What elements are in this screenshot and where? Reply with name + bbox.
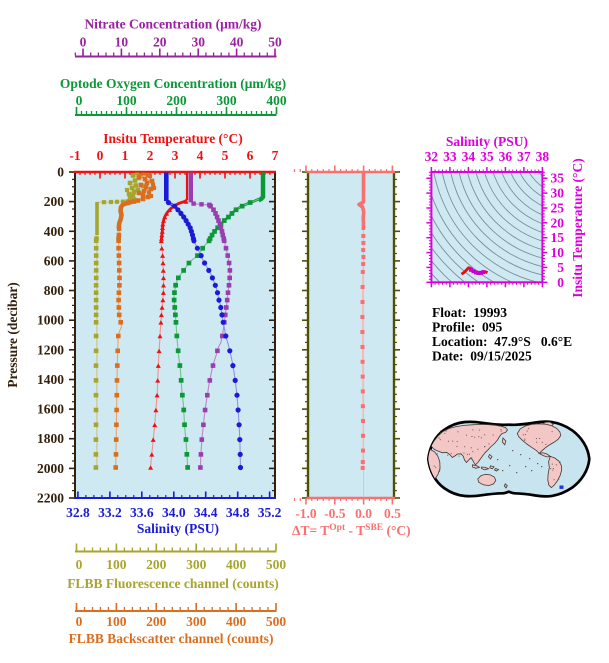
svg-text:32: 32 bbox=[425, 149, 439, 164]
svg-text:2200: 2200 bbox=[37, 491, 64, 506]
svg-text:Optode Oxygen Concentration (μ: Optode Oxygen Concentration (μm/kg) bbox=[60, 76, 286, 91]
svg-text:10: 10 bbox=[115, 35, 129, 50]
svg-text:Float: 19993: Float: 19993 bbox=[432, 305, 507, 320]
svg-text:-1: -1 bbox=[69, 148, 80, 163]
svg-text:Profile: 095: Profile: 095 bbox=[432, 320, 502, 335]
svg-text:34.4: 34.4 bbox=[194, 505, 218, 520]
svg-text:200: 200 bbox=[146, 614, 167, 629]
svg-text:0: 0 bbox=[76, 557, 83, 572]
svg-text:35: 35 bbox=[480, 149, 494, 164]
svg-text:2: 2 bbox=[147, 148, 154, 163]
svg-text:FLBB Fluorescence channel (cou: FLBB Fluorescence channel (counts) bbox=[67, 576, 279, 591]
svg-text:33.6: 33.6 bbox=[130, 505, 154, 520]
svg-text:0.0: 0.0 bbox=[355, 506, 372, 521]
svg-text:36: 36 bbox=[499, 149, 513, 164]
svg-text:35.2: 35.2 bbox=[258, 505, 282, 520]
svg-text:100: 100 bbox=[106, 557, 127, 572]
svg-text:400: 400 bbox=[44, 224, 65, 239]
svg-text:ΔT= TOpt - TSBE (°C): ΔT= TOpt - TSBE (°C) bbox=[292, 523, 411, 538]
svg-text:-1.0: -1.0 bbox=[295, 506, 317, 521]
svg-text:2000: 2000 bbox=[37, 461, 64, 476]
svg-text:FLBB Backscatter channel (coun: FLBB Backscatter channel (counts) bbox=[69, 631, 274, 646]
svg-text:20: 20 bbox=[551, 215, 565, 230]
svg-text:100: 100 bbox=[116, 93, 137, 108]
svg-text:Salinity (PSU): Salinity (PSU) bbox=[446, 134, 528, 149]
svg-text:0: 0 bbox=[80, 35, 87, 50]
svg-text:200: 200 bbox=[146, 557, 167, 572]
svg-text:38: 38 bbox=[536, 149, 550, 164]
svg-text:Salinity (PSU): Salinity (PSU) bbox=[137, 521, 219, 536]
svg-text:400: 400 bbox=[266, 93, 287, 108]
svg-text:100: 100 bbox=[106, 614, 127, 629]
svg-text:400: 400 bbox=[226, 557, 247, 572]
svg-text:200: 200 bbox=[166, 93, 187, 108]
svg-text:300: 300 bbox=[186, 614, 207, 629]
svg-text:Insitu Temperature (°C): Insitu Temperature (°C) bbox=[570, 158, 585, 297]
svg-text:0: 0 bbox=[97, 148, 104, 163]
svg-text:25: 25 bbox=[551, 201, 565, 216]
svg-text:Insitu Temperature (°C): Insitu Temperature (°C) bbox=[103, 131, 242, 146]
svg-text:300: 300 bbox=[216, 93, 237, 108]
svg-text:5: 5 bbox=[222, 148, 229, 163]
svg-text:3: 3 bbox=[172, 148, 179, 163]
svg-text:Nitrate Concentration (μm/kg): Nitrate Concentration (μm/kg) bbox=[84, 17, 261, 32]
svg-text:1200: 1200 bbox=[37, 342, 64, 357]
svg-text:Location: 47.9°S 0.6°E: Location: 47.9°S 0.6°E bbox=[432, 334, 572, 349]
svg-text:400: 400 bbox=[226, 614, 247, 629]
svg-text:-0.5: -0.5 bbox=[324, 506, 346, 521]
svg-text:33.2: 33.2 bbox=[98, 505, 122, 520]
svg-text:500: 500 bbox=[266, 557, 287, 572]
svg-text:34: 34 bbox=[462, 149, 476, 164]
svg-text:37: 37 bbox=[517, 149, 531, 164]
svg-text:4: 4 bbox=[197, 148, 204, 163]
svg-text:200: 200 bbox=[44, 194, 65, 209]
svg-text:1: 1 bbox=[122, 148, 129, 163]
svg-text:40: 40 bbox=[230, 35, 244, 50]
svg-text:0: 0 bbox=[57, 165, 64, 180]
svg-text:Pressure (decibar): Pressure (decibar) bbox=[5, 282, 20, 388]
svg-text:1800: 1800 bbox=[37, 431, 64, 446]
svg-text:1000: 1000 bbox=[37, 313, 64, 328]
svg-text:6: 6 bbox=[247, 148, 254, 163]
svg-text:0: 0 bbox=[76, 93, 83, 108]
svg-text:35: 35 bbox=[551, 171, 565, 186]
svg-text:0: 0 bbox=[557, 275, 564, 290]
svg-text:20: 20 bbox=[153, 35, 167, 50]
svg-text:600: 600 bbox=[44, 253, 65, 268]
svg-text:34.0: 34.0 bbox=[162, 505, 186, 520]
svg-text:800: 800 bbox=[44, 283, 65, 298]
svg-text:0: 0 bbox=[76, 614, 83, 629]
svg-text:5: 5 bbox=[557, 260, 564, 275]
svg-text:1400: 1400 bbox=[37, 372, 64, 387]
svg-text:Date: 09/15/2025: Date: 09/15/2025 bbox=[432, 349, 532, 364]
svg-text:10: 10 bbox=[551, 245, 565, 260]
svg-text:7: 7 bbox=[272, 148, 279, 163]
svg-text:30: 30 bbox=[551, 186, 565, 201]
svg-text:0.5: 0.5 bbox=[384, 506, 401, 521]
svg-text:500: 500 bbox=[266, 614, 287, 629]
svg-text:300: 300 bbox=[186, 557, 207, 572]
svg-text:33: 33 bbox=[443, 149, 457, 164]
svg-text:34.8: 34.8 bbox=[226, 505, 250, 520]
svg-text:1600: 1600 bbox=[37, 402, 64, 417]
svg-text:30: 30 bbox=[191, 35, 205, 50]
svg-text:15: 15 bbox=[551, 230, 565, 245]
svg-text:32.8: 32.8 bbox=[66, 505, 90, 520]
svg-text:50: 50 bbox=[268, 35, 282, 50]
